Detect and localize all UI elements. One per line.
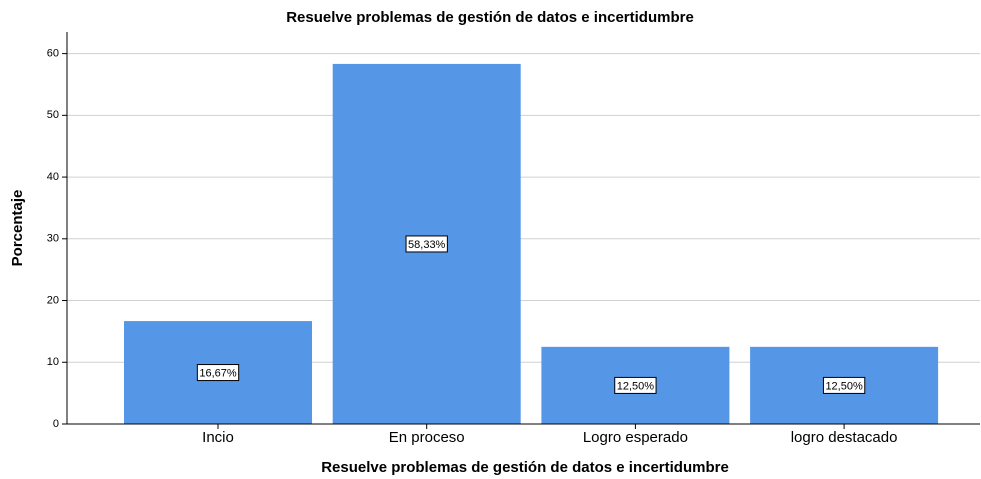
y-tick-label: 10 — [47, 356, 59, 368]
x-tick-label: Incio — [202, 429, 234, 446]
x-tick-label: logro destacado — [791, 429, 898, 446]
y-tick-label: 40 — [47, 171, 59, 183]
y-tick-label: 30 — [47, 233, 59, 245]
value-label: 12,50% — [825, 380, 863, 392]
y-axis-title: Porcentaje — [9, 190, 26, 267]
y-tick-label: 60 — [47, 48, 59, 60]
value-label-box — [822, 376, 866, 394]
x-tick-label: Logro esperado — [583, 429, 688, 446]
y-tick-label: 50 — [47, 109, 59, 121]
value-label-box — [196, 364, 240, 382]
value-label: 16,67% — [199, 367, 237, 379]
value-label: 58,33% — [408, 239, 446, 251]
value-label-box — [405, 235, 448, 253]
x-axis-title: Resuelve problemas de gestión de datos e… — [321, 459, 729, 476]
x-tick-label: En proceso — [389, 429, 465, 446]
chart-title: Resuelve problemas de gestión de datos e… — [286, 9, 694, 26]
value-label: 12,50% — [617, 380, 655, 392]
y-tick-label: 20 — [47, 294, 59, 306]
y-tick-label: 0 — [53, 418, 59, 430]
value-label-box — [614, 376, 657, 394]
